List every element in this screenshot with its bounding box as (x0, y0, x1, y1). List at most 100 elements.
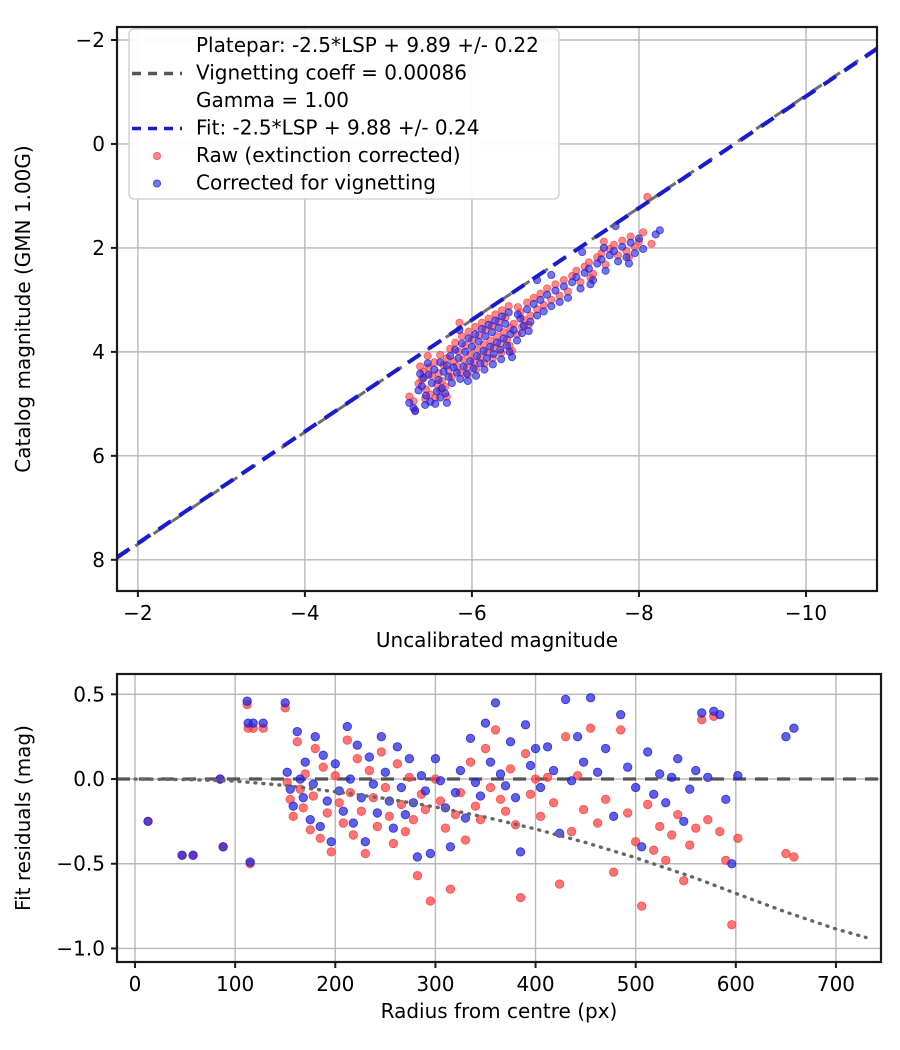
data-point (630, 249, 639, 258)
data-point (618, 242, 627, 251)
data-point (420, 786, 431, 796)
data-point (338, 806, 348, 816)
data-point (318, 762, 328, 772)
data-point (518, 329, 527, 338)
data-point (445, 884, 456, 894)
data-point (480, 365, 489, 374)
data-point (292, 726, 302, 737)
data-point (430, 754, 441, 764)
data-point (446, 351, 455, 361)
data-point (616, 725, 626, 735)
data-point (452, 368, 461, 377)
data-point (423, 359, 432, 368)
data-point (465, 733, 476, 744)
magnitude-x-tick-label: −6 (457, 601, 486, 625)
data-point (436, 393, 445, 402)
data-point (288, 801, 298, 811)
data-point (338, 818, 348, 828)
data-point (461, 347, 470, 356)
data-point (542, 772, 553, 782)
data-point (733, 771, 743, 781)
vignetting-curve-path (133, 777, 868, 940)
data-point (585, 723, 596, 733)
legend-item-label: Raw (extinction corrected) (196, 143, 461, 167)
data-point (472, 371, 481, 380)
data-point (578, 804, 589, 815)
data-point (560, 694, 571, 705)
magnitude-x-tick-label: −2 (123, 601, 152, 625)
magnitude-y-tick-label: 2 (92, 236, 105, 260)
data-point (510, 793, 521, 803)
data-point (547, 302, 556, 311)
data-point (400, 826, 411, 837)
magnitude-y-tick-label: 6 (92, 444, 105, 468)
magnitude-ticks: −2 −4 −6 −8 −10 −2 0 2 4 6 8 (76, 28, 828, 625)
data-point (685, 784, 695, 794)
data-point (489, 349, 498, 359)
data-point (560, 732, 571, 742)
legend: Platepar: -2.5*LSP + 9.89 +/- 0.22 Vignet… (128, 28, 560, 200)
data-point (292, 737, 302, 747)
data-point (679, 876, 689, 886)
data-point (539, 307, 548, 316)
data-point (466, 357, 475, 366)
data-point (727, 859, 737, 869)
data-point (364, 765, 374, 776)
residuals-y-axis-label: Fit residuals (mag) (11, 725, 35, 911)
data-point (326, 847, 336, 857)
data-point (352, 754, 362, 764)
data-point (576, 284, 585, 293)
residuals-x-tick-label: 100 (216, 972, 254, 996)
residuals-x-tick-label: 400 (516, 972, 554, 996)
data-point (639, 244, 648, 254)
data-point (421, 400, 430, 409)
data-point (548, 798, 559, 808)
data-point (342, 721, 352, 732)
data-point (484, 320, 493, 329)
data-point (463, 376, 472, 386)
data-point (471, 322, 480, 331)
residuals-y-tick-label: −1.0 (56, 936, 105, 960)
data-point (451, 338, 460, 347)
data-point (417, 382, 426, 391)
data-point (439, 367, 448, 376)
residuals-y-tick-label: 0.5 (73, 682, 105, 706)
data-point (280, 698, 290, 708)
legend-raw-marker (152, 151, 162, 161)
data-point (364, 752, 374, 762)
data-point (490, 698, 501, 708)
data-point (634, 234, 644, 243)
data-point (469, 364, 478, 373)
residuals-x-tick-label: 0 (129, 972, 142, 996)
data-point (420, 804, 431, 815)
data-point (667, 830, 677, 840)
data-point (454, 354, 463, 363)
data-point (614, 257, 623, 266)
data-point (376, 747, 386, 757)
data-point (789, 852, 799, 862)
data-point (492, 338, 502, 347)
data-point (345, 774, 355, 784)
data-point (416, 771, 427, 781)
data-point (380, 782, 390, 793)
data-point (459, 362, 468, 371)
scatter-series (405, 222, 664, 416)
magnitude-y-tick-label: 0 (92, 132, 105, 156)
data-point (326, 837, 336, 847)
data-point (305, 815, 315, 825)
data-point (727, 920, 737, 930)
data-point (242, 696, 252, 706)
data-point (400, 809, 411, 820)
data-point (513, 303, 522, 312)
data-point (475, 791, 486, 801)
data-point (504, 308, 513, 317)
residuals-panel: 0 100 200 300 400 500 600 700 −1.0 −0.5 0.0 0.5 Rad… (11, 672, 883, 1023)
data-point (480, 743, 491, 754)
data-point (655, 226, 664, 235)
data-point (318, 750, 328, 760)
data-point (427, 379, 436, 388)
data-point (405, 398, 414, 407)
data-point (322, 808, 332, 818)
data-point (542, 742, 553, 752)
data-point (475, 815, 486, 825)
